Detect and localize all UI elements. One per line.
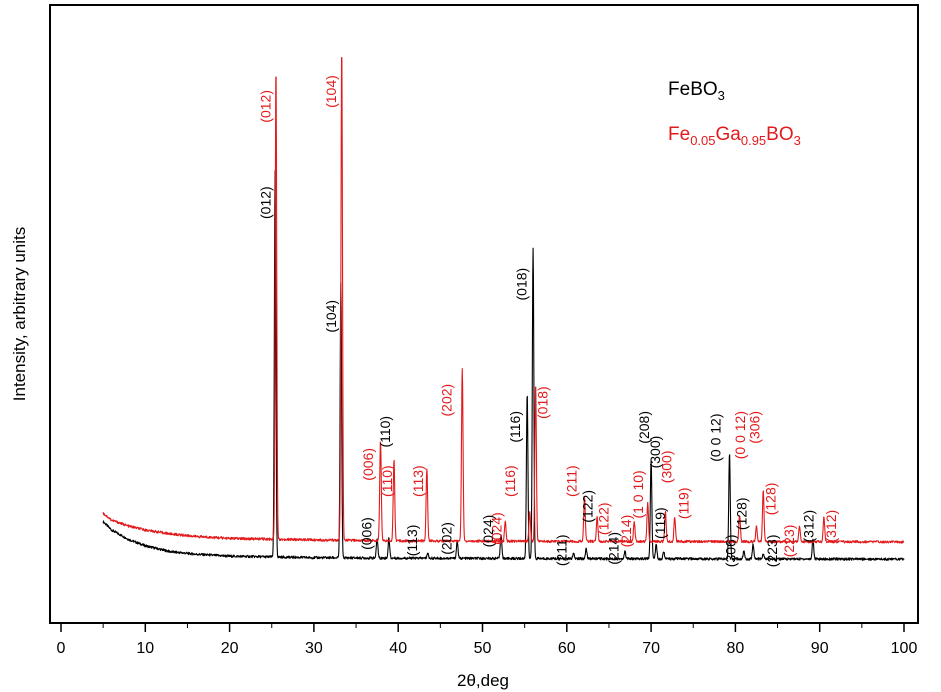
peak-label-23: (110) [379, 465, 395, 497]
x-tick-label-100: 100 [891, 640, 918, 657]
peak-label-35: (0 0 12) [732, 411, 748, 459]
peak-label-11: (214) [606, 532, 622, 565]
x-tick-label-80: 80 [727, 640, 745, 657]
peak-label-17: (128) [734, 497, 750, 530]
peak-label-15: (0 0 12) [708, 414, 724, 462]
legend-entry-0-part-0: Fe [668, 79, 690, 100]
y-axis-title: Intensity, arbitrary units [10, 227, 29, 401]
series-1-line [102, 56, 905, 544]
x-tick-label-10: 10 [136, 640, 154, 657]
x-tick-label-60: 60 [558, 640, 576, 657]
peak-label-39: (312) [823, 510, 839, 543]
x-tick-label-30: 30 [305, 640, 323, 657]
peak-label-21: (104) [323, 75, 339, 108]
x-tick-label-50: 50 [474, 640, 492, 657]
legend-entry-1-part-0: Fe [668, 124, 690, 145]
peak-label-22: (006) [360, 448, 376, 481]
legend-entry-1-part-1: 0.05 [690, 133, 715, 148]
peak-label-27: (116) [502, 465, 518, 497]
peak-label-12: (208) [636, 411, 652, 444]
legend-entry-1: Fe0.05Ga0.95BO3 [668, 124, 801, 148]
peak-label-6: (024) [480, 515, 496, 548]
peak-label-16: (306) [723, 535, 739, 568]
series-1 [102, 56, 905, 544]
legend-entry-1-part-3: 0.95 [741, 133, 766, 148]
peak-label-19: (312) [800, 510, 816, 543]
x-tick-label-40: 40 [389, 640, 407, 657]
peak-label-18: (223) [764, 535, 780, 568]
peak-label-5: (202) [439, 522, 455, 555]
peak-label-3: (110) [377, 416, 393, 448]
peak-labels: (012)(104)(006)(110)(113) (202) (024)(116)… [257, 75, 839, 567]
legend-entry-1-part-5: 3 [794, 133, 801, 148]
legend-entry-0: FeBO3 [668, 79, 725, 103]
x-tick-label-70: 70 [642, 640, 660, 657]
peak-label-14: (119) [652, 507, 668, 539]
peak-label-1: (104) [323, 300, 339, 333]
peak-label-13: (300) [647, 436, 663, 469]
peak-label-0: (012) [257, 186, 273, 219]
plot-frame [49, 4, 919, 624]
peak-label-31: (214) [618, 515, 634, 548]
legend-entry-0-part-2: 3 [718, 88, 725, 103]
x-axis-title: 2θ,deg [457, 671, 509, 690]
peak-label-33: (300) [659, 451, 675, 484]
x-tick-label-90: 90 [811, 640, 829, 657]
peak-label-38: (223) [781, 525, 797, 558]
series-0 [102, 170, 905, 561]
peak-label-9: (211) [553, 535, 569, 567]
peak-label-28: (018) [535, 386, 551, 419]
peak-label-37: (128) [762, 483, 778, 516]
peak-label-4: (113) [404, 525, 420, 557]
x-tick-label-0: 0 [57, 640, 66, 657]
x-axis: 0 10 20 30 40 50 60 70 80 90 100 [57, 623, 918, 657]
legend-entry-0-part-1: BO [690, 79, 717, 100]
peak-label-10: (122) [579, 490, 595, 523]
peak-label-20: (012) [257, 90, 273, 123]
peak-label-24: (113) [410, 465, 426, 497]
peak-label-36: (306) [746, 411, 762, 444]
peak-label-7: (116) [507, 411, 523, 443]
series-layer [102, 56, 905, 561]
legend-entry-1-part-2: Ga [716, 124, 742, 145]
peak-label-32: (1 0 10) [630, 470, 646, 518]
peak-label-2: (006) [359, 517, 375, 550]
peak-label-8: (018) [514, 268, 530, 301]
peak-label-30: (122) [595, 502, 611, 535]
peak-label-25: (202) [439, 384, 455, 417]
series-0-line [102, 170, 905, 561]
x-tick-label-20: 20 [221, 640, 239, 657]
peak-label-34: (119) [676, 488, 692, 520]
legend-entry-1-part-4: BO [766, 124, 793, 145]
peak-label-29: (211) [563, 465, 579, 497]
peak-label-26: (024) [488, 512, 504, 545]
